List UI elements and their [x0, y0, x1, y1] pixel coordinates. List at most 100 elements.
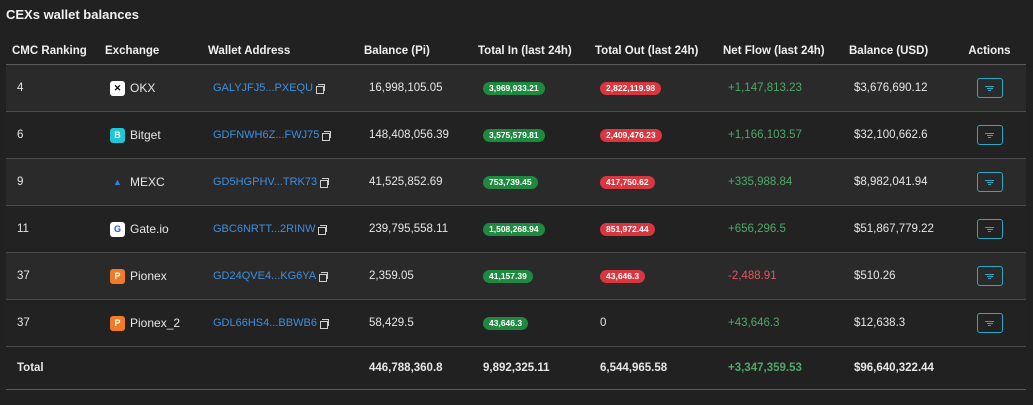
wallet-address-link[interactable]: GDFNWH6Z...FWJ75: [213, 129, 320, 141]
net-flow-cell: +656,296.5: [717, 205, 843, 253]
filter-icon: [985, 226, 994, 232]
exchange-cell: ▲ MEXC: [99, 158, 202, 206]
address-cell: GD5HGPHV...TRK73: [202, 158, 358, 206]
exchange-name[interactable]: ▲ MEXC: [110, 175, 202, 190]
total-in-badge: 3,969,933.21: [483, 81, 545, 95]
exchange-label: Pionex_2: [130, 316, 181, 330]
exchange-name[interactable]: P Pionex_2: [110, 315, 202, 331]
total-net-flow: +3,347,359.53: [717, 346, 843, 390]
col-total-out[interactable]: Total Out (last 24h): [589, 38, 717, 65]
total-out: 6,544,965.58: [589, 346, 717, 390]
total-out-badge: 2,822,119.98: [600, 81, 662, 95]
row-actions-button[interactable]: [976, 266, 1003, 287]
row-actions-button[interactable]: [976, 313, 1003, 334]
total-in-badge: 753,739.45: [483, 175, 538, 189]
total-out-badge: 43,646.3: [600, 269, 646, 283]
row-actions-button[interactable]: [976, 172, 1003, 193]
exchange-label: Bitget: [130, 128, 161, 142]
exchange-name[interactable]: P Pionex: [110, 268, 202, 284]
col-wallet-address[interactable]: Wallet Address: [202, 38, 358, 65]
exchange-name[interactable]: G Gate.io: [110, 221, 202, 237]
balance-pi-cell: 148,408,056.39: [358, 111, 472, 159]
col-total-in[interactable]: Total In (last 24h): [472, 38, 589, 65]
table-row: 11 G Gate.io GBC6NRTT...2RINW 239,795,55…: [6, 205, 1026, 253]
rank-cell: 9: [6, 158, 99, 206]
total-out-badge: 851,972.44: [600, 222, 655, 236]
table-row: 6 B Bitget GDFNWH6Z...FWJ75 148,408,056.…: [6, 111, 1026, 159]
col-exchange[interactable]: Exchange: [99, 38, 202, 65]
row-actions-button[interactable]: [976, 78, 1003, 99]
balance-pi-cell: 239,795,558.11: [358, 205, 472, 253]
col-cmc-ranking[interactable]: CMC Ranking: [6, 38, 99, 65]
rank-value: 9: [17, 176, 24, 188]
copy-icon[interactable]: [322, 130, 332, 141]
copy-icon[interactable]: [319, 271, 329, 282]
balance-usd-cell: $32,100,662.6: [843, 111, 953, 159]
filter-icon: [985, 85, 994, 91]
actions-cell: [953, 252, 1026, 300]
total-exchange-empty: [99, 346, 202, 390]
total-out-cell: 851,972.44: [589, 205, 717, 253]
table-row: 4 ✕ OKX GALYJFJ5...PXEQU 16,998,105.05 3…: [6, 64, 1026, 112]
col-net-flow[interactable]: Net Flow (last 24h): [717, 38, 843, 65]
exchange-logo-icon: ✕: [110, 80, 125, 96]
col-balance-pi[interactable]: Balance (Pi): [358, 38, 472, 65]
rank-cell: 11: [6, 205, 99, 253]
total-balance-pi: 446,788,360.8: [358, 346, 472, 390]
wallet-address-link[interactable]: GD24QVE4...KG6YA: [213, 270, 317, 282]
exchange-cell: P Pionex_2: [99, 299, 202, 347]
exchange-logo-icon: G: [110, 221, 125, 237]
rank-cell: 4: [6, 64, 99, 112]
total-out-cell: 43,646.3: [589, 252, 717, 300]
total-out-cell: 417,750.62: [589, 158, 717, 206]
total-in-badge: 3,575,579.81: [483, 128, 545, 142]
row-actions-button[interactable]: [976, 219, 1003, 240]
exchange-logo-icon: ▲: [113, 177, 122, 187]
page-title: CEXs wallet balances: [6, 7, 139, 22]
rank-value: 11: [17, 223, 29, 235]
filter-icon: [985, 179, 994, 185]
copy-icon[interactable]: [318, 224, 328, 235]
total-in-cell: 3,575,579.81: [472, 111, 589, 159]
total-balance-usd: $96,640,322.44: [843, 346, 953, 390]
actions-cell: [953, 158, 1026, 206]
wallet-address-link[interactable]: GDL66HS4...BBWB6: [213, 317, 317, 329]
exchange-name[interactable]: B Bitget: [110, 127, 202, 143]
total-in-badge: 41,157.39: [483, 269, 533, 283]
copy-icon[interactable]: [316, 83, 326, 94]
balance-pi-cell: 2,359.05: [358, 252, 472, 300]
total-in-cell: 753,739.45: [472, 158, 589, 206]
exchange-logo-icon: P: [110, 315, 125, 331]
exchange-logo-icon: P: [110, 268, 125, 284]
wallet-address-link[interactable]: GALYJFJ5...PXEQU: [213, 82, 314, 94]
balance-pi-cell: 58,429.5: [358, 299, 472, 347]
col-balance-usd[interactable]: Balance (USD): [843, 38, 953, 65]
total-row: Total 446,788,360.8 9,892,325.11 6,544,9…: [6, 346, 1026, 390]
exchange-cell: ✕ OKX: [99, 64, 202, 112]
total-out-badge: 2,409,476.23: [600, 128, 662, 142]
copy-icon[interactable]: [319, 318, 329, 329]
row-actions-button[interactable]: [976, 125, 1003, 146]
filter-icon: [985, 320, 994, 326]
rank-cell: 6: [6, 111, 99, 159]
address-cell: GD24QVE4...KG6YA: [202, 252, 358, 300]
table-row: 37 P Pionex_2 GDL66HS4...BBWB6 58,429.5 …: [6, 299, 1026, 347]
filter-icon: [985, 132, 994, 138]
address-cell: GALYJFJ5...PXEQU: [202, 64, 358, 112]
actions-cell: [953, 299, 1026, 347]
wallet-address-link[interactable]: GD5HGPHV...TRK73: [213, 176, 318, 188]
exchange-cell: B Bitget: [99, 111, 202, 159]
total-in-cell: 43,646.3: [472, 299, 589, 347]
total-address-empty: [202, 346, 358, 390]
exchange-label: Gate.io: [130, 222, 169, 236]
address-cell: GDL66HS4...BBWB6: [202, 299, 358, 347]
total-in: 9,892,325.11: [472, 346, 589, 390]
address-cell: GBC6NRTT...2RINW: [202, 205, 358, 253]
balances-table: CMC Ranking Exchange Wallet Address Bala…: [6, 38, 1026, 390]
copy-icon[interactable]: [320, 177, 330, 188]
exchange-logo-icon: B: [110, 127, 125, 143]
rank-value: 4: [17, 82, 24, 94]
address-cell: GDFNWH6Z...FWJ75: [202, 111, 358, 159]
wallet-address-link[interactable]: GBC6NRTT...2RINW: [213, 223, 316, 235]
exchange-name[interactable]: ✕ OKX: [110, 80, 202, 96]
